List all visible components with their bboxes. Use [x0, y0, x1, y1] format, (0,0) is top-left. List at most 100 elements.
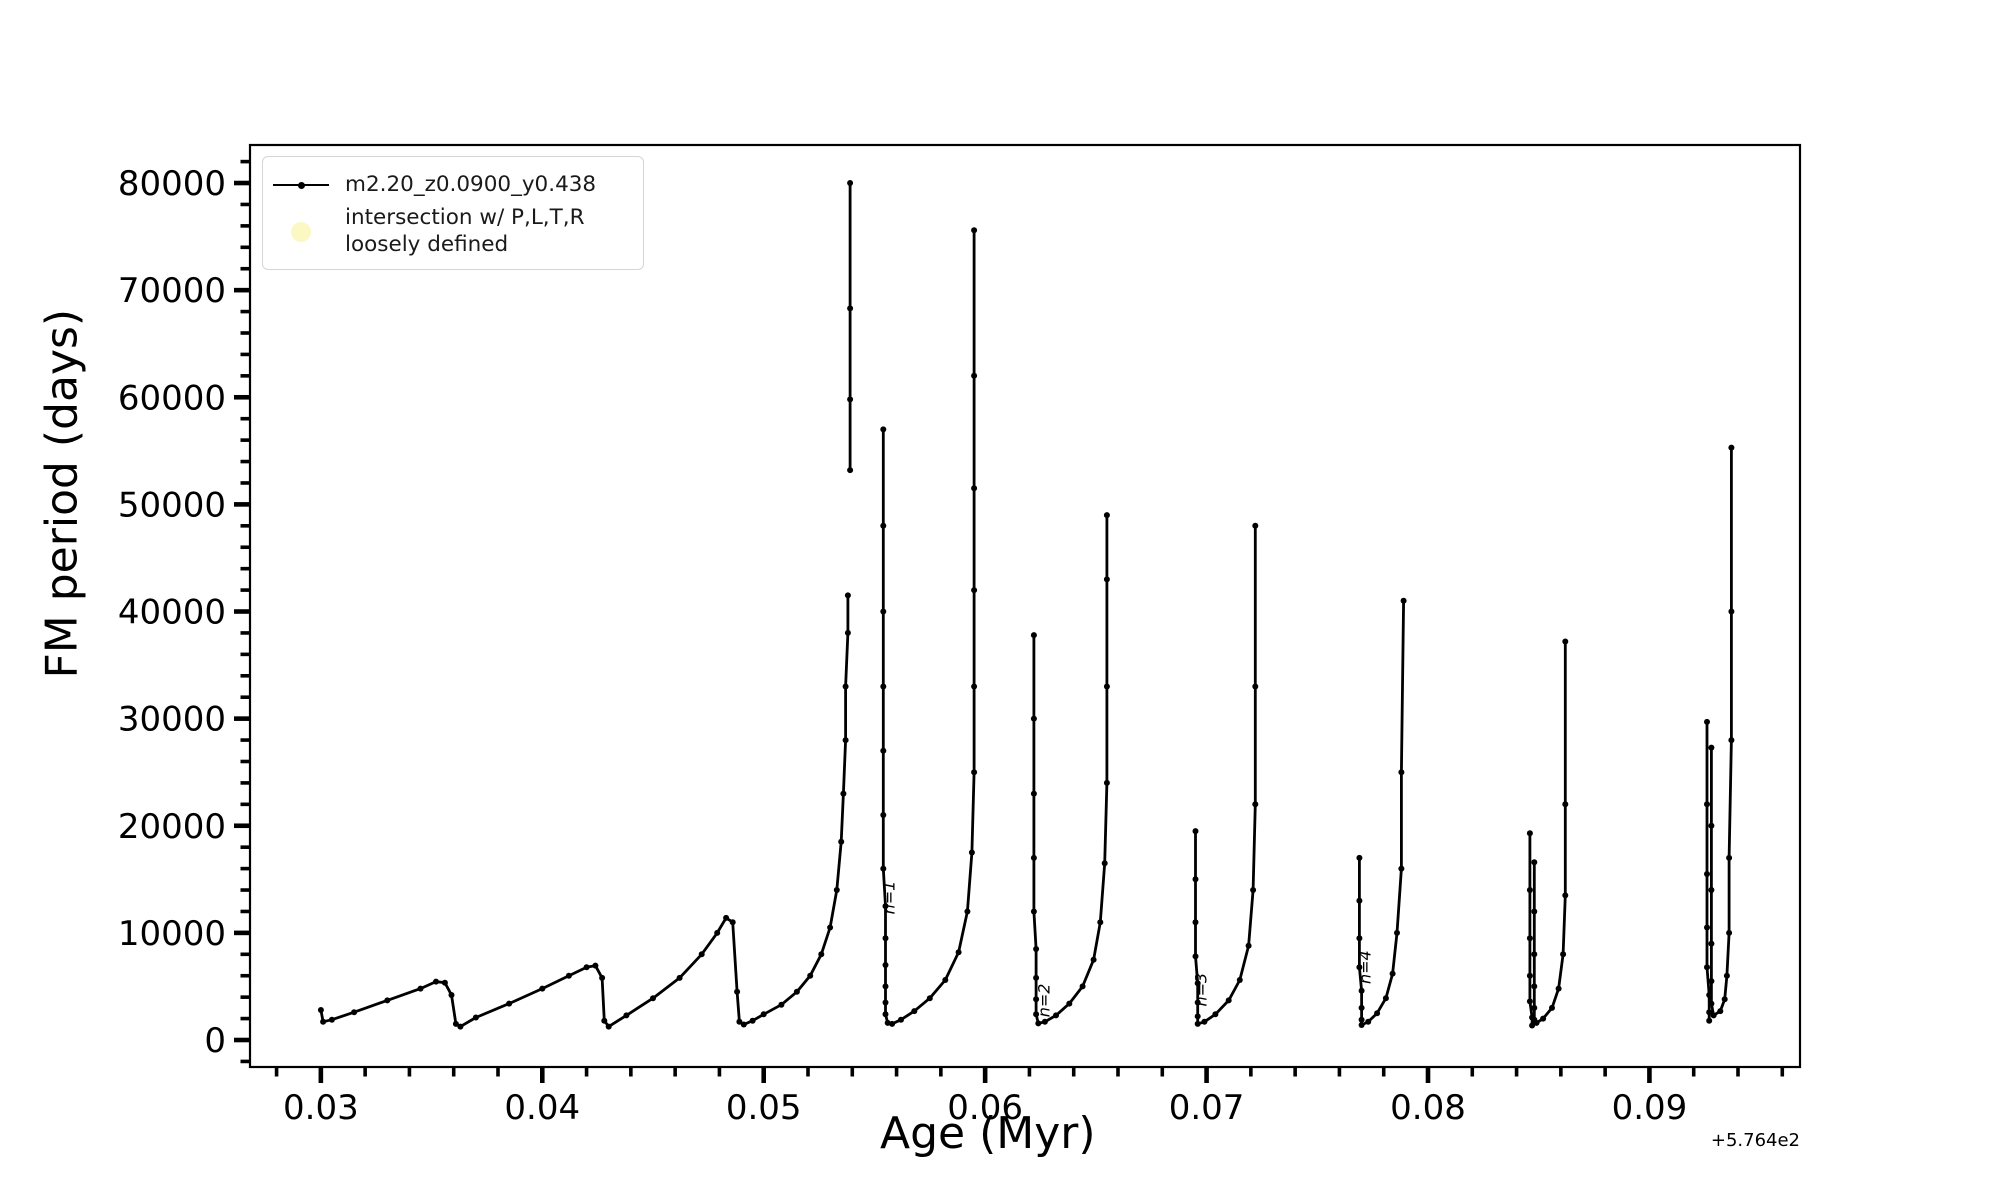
data-point-marker	[1708, 822, 1715, 829]
data-point-marker	[1252, 522, 1259, 529]
data-point-marker	[882, 903, 889, 910]
data-point-marker	[1562, 892, 1569, 899]
data-point-marker	[1533, 1019, 1540, 1026]
data-point-marker	[1704, 924, 1710, 931]
data-point-marker	[1529, 1022, 1536, 1029]
x-tick-label: 0.08	[1390, 1088, 1466, 1128]
data-point-marker	[1531, 951, 1538, 958]
data-point-marker	[889, 1020, 896, 1027]
data-point-marker	[1103, 779, 1110, 786]
data-point-marker	[1356, 897, 1363, 904]
data-point-marker	[971, 227, 978, 234]
data-point-marker	[457, 1023, 464, 1030]
data-point-marker	[1394, 929, 1400, 936]
data-point-marker	[1721, 996, 1728, 1003]
data-point-marker	[1728, 608, 1735, 615]
data-point-marker	[1710, 1012, 1717, 1019]
legend-intersection-label: intersection w/ P,L,T,R loosely defined	[345, 205, 585, 257]
data-point-marker	[1708, 1000, 1715, 1007]
legend-box: m2.20_z0.0900_y0.438 intersection w/ P,L…	[262, 156, 644, 270]
data-point-marker	[847, 396, 854, 403]
data-point-marker	[1540, 1015, 1547, 1022]
x-tick-label: 0.06	[947, 1088, 1023, 1128]
data-point-marker	[749, 1017, 756, 1024]
data-point-marker	[1708, 744, 1715, 751]
x-tick-label: 0.04	[504, 1088, 580, 1128]
data-point-marker	[1030, 854, 1037, 861]
data-point-marker	[417, 985, 424, 992]
data-point-marker	[1382, 995, 1389, 1002]
data-point-marker	[320, 1018, 327, 1025]
data-point-marker	[1033, 974, 1040, 981]
data-point-marker	[723, 914, 730, 921]
data-point-marker	[1079, 983, 1086, 990]
data-point-marker	[838, 838, 845, 845]
data-point-marker	[926, 995, 933, 1002]
data-point-marker	[734, 988, 741, 995]
data-point-marker	[760, 1011, 767, 1018]
data-point-marker	[317, 1007, 324, 1013]
data-point-marker	[1041, 1018, 1048, 1025]
data-point-marker	[1549, 1004, 1555, 1011]
data-point-marker	[1531, 1004, 1538, 1011]
data-point-marker	[472, 1014, 479, 1021]
data-point-marker	[1252, 801, 1259, 808]
data-point-marker	[1066, 1000, 1073, 1007]
data-point-marker	[833, 887, 840, 893]
data-point-marker	[880, 865, 887, 872]
y-tick-label: 50000	[118, 485, 226, 525]
data-point-marker	[676, 974, 683, 981]
data-point-marker	[1728, 444, 1735, 451]
data-point-marker	[1194, 999, 1201, 1006]
data-point-marker	[847, 180, 854, 186]
y-tick-label: 0	[204, 1021, 226, 1061]
data-point-marker	[807, 972, 814, 979]
data-point-marker	[880, 683, 887, 690]
data-point-marker	[565, 972, 572, 979]
data-point-marker	[840, 790, 847, 797]
data-point-marker	[1097, 919, 1104, 926]
data-point-marker	[1708, 978, 1715, 985]
data-point-marker	[1358, 1022, 1365, 1028]
data-point-marker	[1252, 683, 1259, 690]
data-point-marker	[583, 964, 590, 971]
data-point-marker	[882, 999, 889, 1006]
data-point-marker	[880, 522, 887, 529]
data-point-marker	[601, 1017, 608, 1024]
y-tick-label: 10000	[118, 914, 226, 954]
data-point-marker	[714, 929, 721, 936]
data-point-marker	[1192, 953, 1199, 960]
data-point-marker	[842, 683, 849, 690]
data-point-marker	[328, 1016, 335, 1023]
data-point-marker	[1250, 887, 1257, 893]
data-point-marker	[1090, 956, 1097, 963]
data-point-marker	[433, 978, 439, 985]
data-point-marker	[1717, 1008, 1724, 1015]
data-point-marker	[351, 1009, 358, 1016]
data-point-marker	[384, 997, 391, 1004]
data-point-marker	[882, 1011, 889, 1018]
x-tick-label: 0.07	[1169, 1088, 1245, 1128]
data-point-marker	[971, 587, 978, 594]
intersection-marker-icon	[291, 221, 311, 242]
x-axis-offset-text: +5.764e2	[1710, 1130, 1800, 1151]
data-point-marker	[1398, 865, 1405, 872]
data-point-marker	[1531, 859, 1538, 866]
data-point-marker	[842, 737, 849, 744]
data-point-marker	[1245, 942, 1252, 949]
data-point-marker	[778, 1001, 785, 1008]
data-point-marker	[1192, 876, 1199, 883]
data-point-marker	[1358, 1004, 1365, 1011]
mode-annotation: n=2	[1034, 984, 1053, 1018]
data-point-marker	[1033, 1011, 1040, 1018]
data-point-marker	[880, 747, 887, 754]
data-point-marker	[898, 1016, 904, 1023]
data-point-marker	[911, 1008, 918, 1015]
y-tick-label: 20000	[118, 807, 226, 847]
data-point-marker	[1101, 860, 1108, 867]
data-point-marker	[736, 1018, 743, 1025]
data-point-marker	[968, 849, 975, 856]
data-point-marker	[1723, 972, 1730, 979]
legend-entry-series: m2.20_z0.0900_y0.438	[273, 165, 629, 205]
